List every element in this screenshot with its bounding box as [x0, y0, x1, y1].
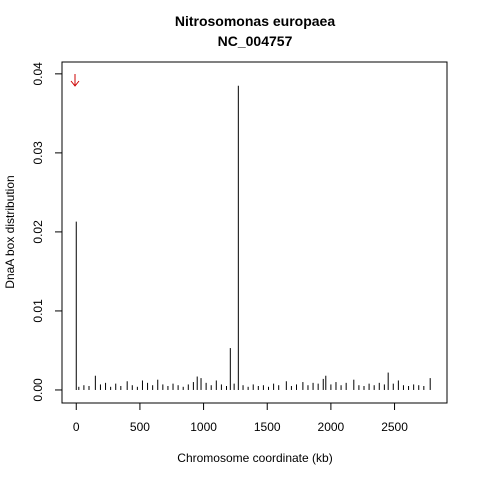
- arrow: [70, 74, 80, 87]
- x-axis-label: Chromosome coordinate (kb): [177, 451, 332, 465]
- y-tick-label: 0.00: [31, 378, 45, 402]
- x-tick-label: 500: [130, 420, 150, 434]
- chart-title: Nitrosomonas europaea: [175, 13, 335, 29]
- y-tick-label: 0.02: [31, 220, 45, 244]
- plot-frame: [61, 61, 448, 404]
- y-axis-label: DnaA box distribution: [3, 175, 17, 288]
- y-tick-label: 0.04: [31, 62, 45, 86]
- y-tick-label: 0.01: [31, 299, 45, 323]
- x-tick-label: 0: [73, 420, 80, 434]
- chart-subtitle: NC_004757: [218, 33, 293, 49]
- x-tick-label: 2000: [318, 420, 345, 434]
- x-tick-label: 1000: [190, 420, 217, 434]
- y-tick-label: 0.03: [31, 141, 45, 165]
- x-tick-label: 1500: [254, 420, 281, 434]
- x-tick-label: 2500: [381, 420, 408, 434]
